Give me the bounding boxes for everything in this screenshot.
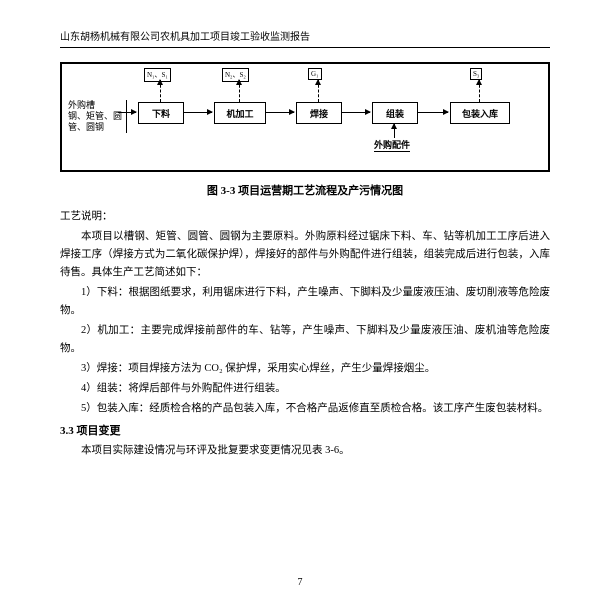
node-cutting: 下料: [138, 102, 184, 124]
dash-3: [318, 80, 319, 102]
node-assembly: 组装: [372, 102, 418, 124]
arrow-2: [266, 112, 294, 113]
list-item-2: 2）机加工：主要完成焊接前部件的车、钻等，产生噪声、下脚料及少量废液压油、废机油…: [60, 322, 550, 358]
dash-2: [239, 80, 240, 102]
external-parts: 外购配件: [374, 138, 410, 152]
flowchart: 外购槽 钢、矩管、圆 管、圆钢 下料 机加工 焊接 组装 包装入库 N₁、S₁ …: [60, 62, 550, 172]
list-item-4: 4）组装：将焊后部件与外购配件进行组装。: [60, 380, 550, 398]
node-machining: 机加工: [214, 102, 266, 124]
dash-1: [160, 80, 161, 102]
list-item-5: 5）包装入库：经质检合格的产品包装入库，不合格产品返修直至质检合格。该工序产生废…: [60, 400, 550, 418]
page-number: 7: [0, 577, 600, 588]
section-heading: 3.3 项目变更: [60, 422, 550, 440]
arrow-ext: [394, 124, 395, 138]
arrow-4: [418, 112, 448, 113]
list-item-3: 3）焊接：项目焊接方法为 CO₂ 保护焊，采用实心焊丝，产生少量焊接烟尘。: [60, 360, 550, 378]
intro-label: 工艺说明：: [60, 208, 550, 226]
body-text: 工艺说明： 本项目以槽钢、矩管、圆管、圆钢为主要原料。外购原料经过锯床下料、车、…: [60, 208, 550, 460]
paragraph-2: 本项目实际建设情况与环评及批复要求变更情况见表 3-6。: [60, 442, 550, 460]
raw-line3: 管、圆钢: [68, 122, 122, 133]
node-welding: 焊接: [296, 102, 342, 124]
page-header: 山东胡杨机械有限公司农机具加工项目竣工验收监测报告: [60, 28, 550, 48]
arrow-3: [342, 112, 370, 113]
figure-caption: 图 3-3 项目运营期工艺流程及产污情况图: [60, 182, 550, 198]
node-packaging: 包装入库: [450, 102, 510, 124]
paragraph-1: 本项目以槽钢、矩管、圆管、圆钢为主要原料。外购原料经过锯床下料、车、钻等机加工工…: [60, 228, 550, 282]
raw-line2: 钢、矩管、圆: [68, 111, 122, 122]
arrow-in: [118, 112, 136, 113]
arrow-1: [184, 112, 212, 113]
dash-4: [479, 80, 480, 102]
raw-material-label: 外购槽 钢、矩管、圆 管、圆钢: [68, 100, 127, 133]
list-item-1: 1）下料：根据图纸要求，利用锯床进行下料，产生噪声、下脚料及少量废液压油、废切削…: [60, 284, 550, 320]
raw-line1: 外购槽: [68, 100, 122, 111]
